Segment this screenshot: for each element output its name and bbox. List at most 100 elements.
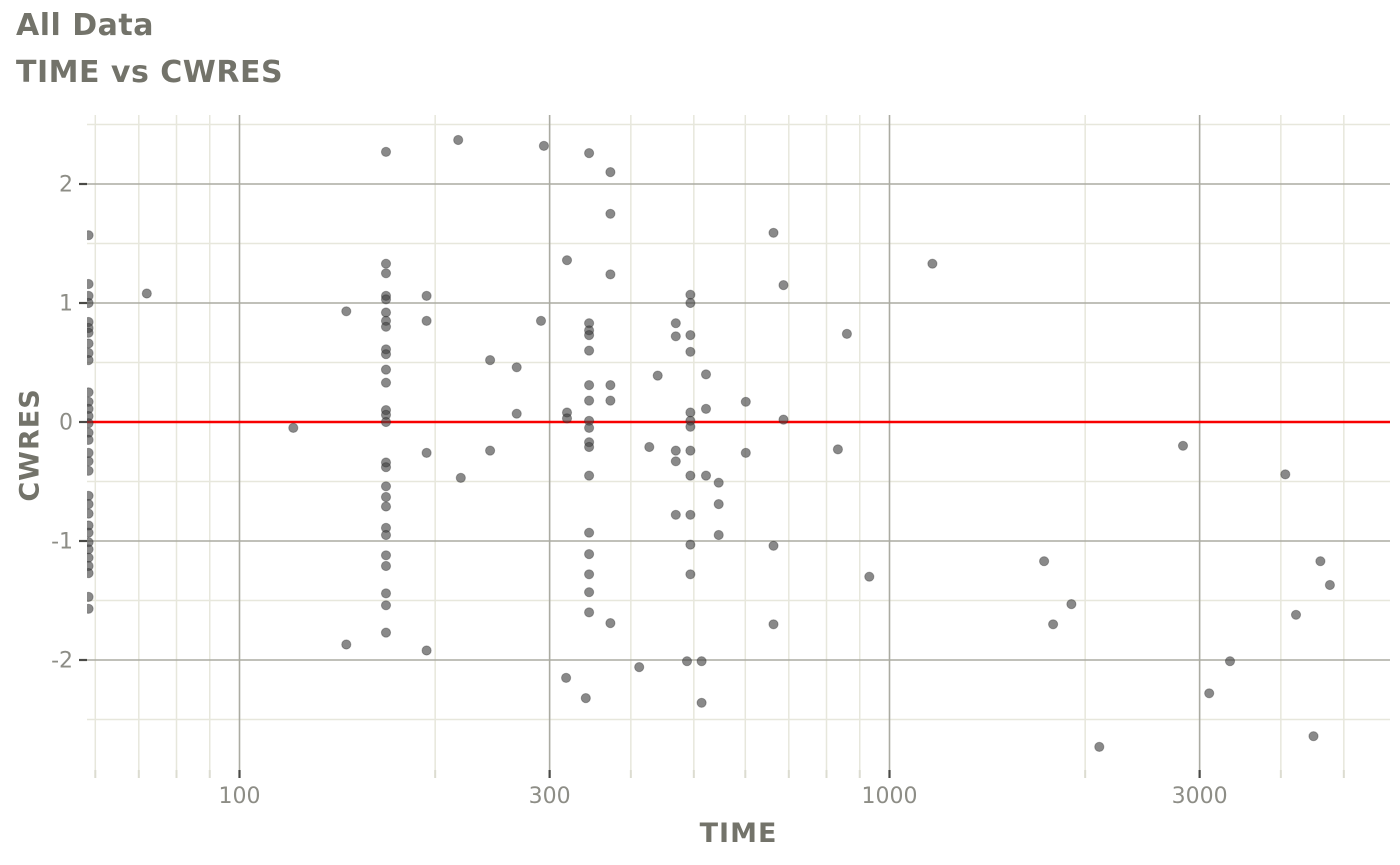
data-point [634, 662, 645, 673]
data-point [841, 328, 853, 339]
data-point [87, 603, 94, 614]
data-point [778, 414, 789, 425]
data-point [511, 362, 522, 373]
data-point [380, 462, 392, 473]
data-point [561, 255, 573, 266]
data-point [421, 447, 432, 458]
data-point [421, 290, 432, 301]
data-point [87, 338, 94, 349]
data-point [1066, 599, 1077, 610]
data-point [670, 318, 681, 329]
data-point [713, 529, 724, 541]
data-point [87, 456, 94, 467]
data-point [380, 560, 392, 572]
data-point [1290, 609, 1302, 620]
data-point [87, 447, 94, 458]
data-point [605, 618, 616, 629]
data-point [380, 377, 392, 388]
data-point [713, 477, 724, 488]
data-point [87, 508, 94, 519]
data-point [561, 672, 572, 684]
data-point [341, 639, 352, 650]
data-point [1280, 469, 1291, 480]
data-point [740, 396, 751, 407]
data-point [1048, 619, 1059, 630]
y-tick-label: 0 [59, 411, 73, 436]
data-point [605, 395, 616, 406]
data-point [685, 445, 696, 456]
data-point [670, 331, 681, 342]
data-point [584, 422, 595, 433]
data-point [644, 441, 655, 453]
data-point [584, 330, 595, 341]
data-point [685, 330, 696, 341]
data-point [538, 140, 550, 151]
y-tick-label: 1 [59, 292, 73, 317]
data-point [87, 499, 94, 510]
data-point [1039, 556, 1050, 567]
data-point [511, 408, 522, 419]
data-point [768, 619, 779, 630]
data-point [455, 472, 466, 483]
data-point [380, 600, 392, 611]
data-point [584, 549, 595, 560]
data-point [927, 258, 938, 269]
x-tick-label: 100 [219, 784, 261, 809]
y-tick-label: -1 [51, 530, 73, 555]
data-point [1308, 731, 1319, 742]
data-point [605, 167, 616, 178]
data-point [584, 395, 595, 406]
data-point [584, 148, 595, 159]
data-point [584, 587, 595, 598]
data-point [681, 656, 693, 667]
data-point [670, 509, 681, 520]
chart-title: All Data [16, 8, 154, 43]
data-point [685, 539, 696, 550]
data-point [584, 441, 595, 453]
data-point [768, 540, 779, 551]
data-point [685, 346, 696, 357]
data-point [700, 470, 712, 481]
data-point [421, 315, 432, 326]
data-point [584, 569, 595, 580]
y-axis-title: CWRES [14, 388, 46, 502]
x-tick-label: 1000 [862, 784, 918, 809]
data-point [341, 306, 352, 317]
data-point [87, 418, 94, 429]
data-point [584, 470, 595, 481]
data-point [605, 269, 616, 280]
data-point [380, 588, 392, 599]
data-point [380, 321, 392, 332]
data-point [87, 527, 94, 538]
data-point [535, 315, 547, 326]
data-point [485, 355, 496, 366]
data-point [380, 550, 392, 561]
data-point [685, 421, 696, 432]
data-point [685, 569, 696, 580]
data-point [87, 297, 94, 309]
data-point [561, 413, 573, 424]
data-point [700, 403, 712, 414]
chart-subtitle: TIME vs CWRES [16, 55, 284, 90]
data-point [485, 445, 496, 456]
data-point [778, 280, 789, 291]
data-point [584, 380, 595, 391]
data-point [380, 491, 392, 503]
data-point [696, 656, 707, 667]
data-point [380, 481, 392, 492]
data-point [832, 444, 844, 455]
data-point [740, 447, 751, 458]
data-point [380, 146, 392, 157]
data-point [87, 591, 94, 602]
data-point [87, 327, 94, 338]
x-tick-label: 3000 [1172, 784, 1228, 809]
data-point [141, 288, 152, 299]
data-point [1324, 579, 1336, 591]
data-point [584, 527, 595, 538]
data-point [652, 370, 663, 381]
data-point [580, 693, 591, 704]
data-point [87, 387, 94, 398]
data-point [380, 529, 392, 541]
